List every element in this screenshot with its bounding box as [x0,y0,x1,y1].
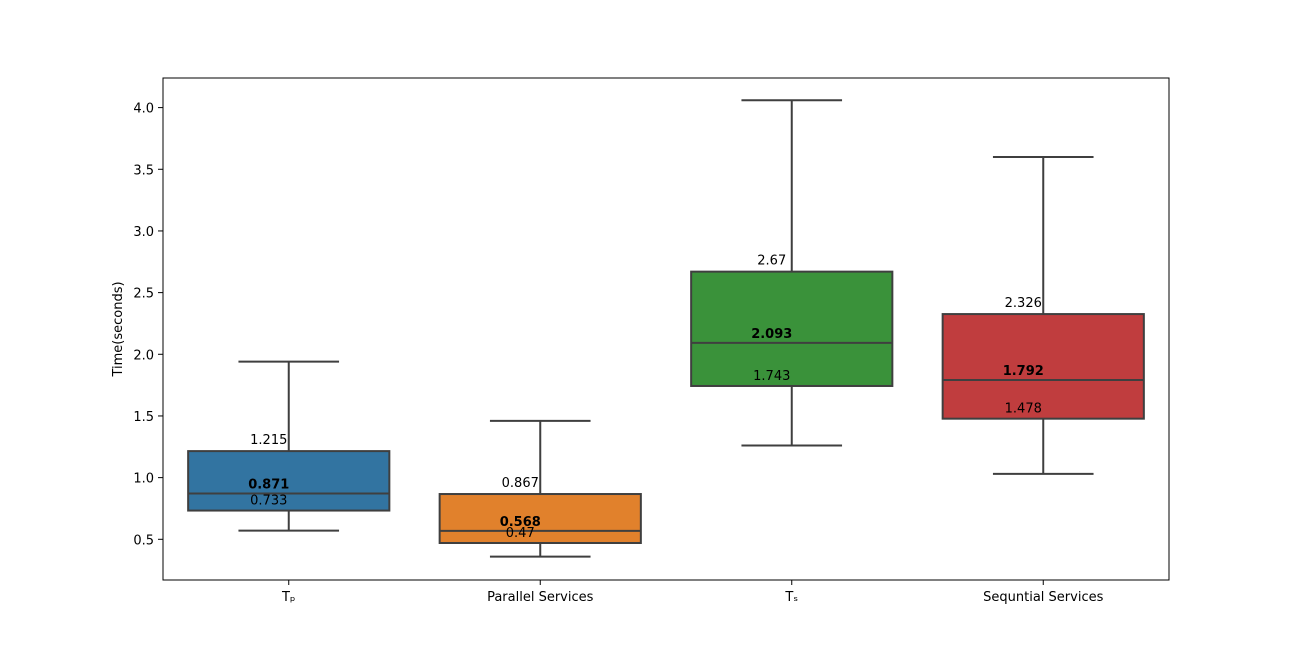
y-tick-label: 2.5 [133,287,154,302]
iqr-box [187,450,391,512]
q3-label: 1.215 [250,433,287,448]
y-tick-label: 4.0 [133,102,154,117]
q3-label: 2.67 [757,254,786,269]
x-tick-label: Parallel Services [487,590,594,605]
x-tick-label: Sequntial Services [983,590,1103,605]
q3-label: 0.867 [502,476,539,491]
x-tick-label: Tₚ [281,590,296,605]
median-label: 0.568 [500,515,541,530]
y-tick-label: 2.0 [133,348,154,363]
y-tick-label: 1.0 [133,472,154,487]
median-label: 2.093 [751,327,792,342]
x-axis: Tₚ Parallel Services Tₛ Sequntial Services [281,580,1104,605]
box-group: 2.67 2.093 1.743 [690,99,894,447]
y-tick-label: 0.5 [133,533,154,548]
median-label: 0.871 [248,478,289,493]
plot-frame [162,77,1170,581]
iqr-box [690,270,894,387]
y-tick-label: 1.5 [133,410,154,425]
q1-label: 1.743 [753,369,790,384]
y-axis: 0.5 1.0 1.5 2.0 2.5 3.0 3.5 4.0 [133,102,163,548]
q3-label: 2.326 [1005,296,1042,311]
q1-label: 0.733 [250,494,287,509]
iqr-box [438,493,642,544]
x-tick-label: Tₛ [784,590,798,605]
q1-label: 1.478 [1005,402,1042,417]
median-label: 1.792 [1003,364,1044,379]
y-tick-label: 3.5 [133,163,154,178]
box-group: 2.326 1.792 1.478 [941,155,1145,475]
y-axis-label: Time(seconds) [111,281,126,377]
iqr-box [941,313,1145,420]
q1-label: 0.47 [506,526,535,541]
y-tick-label: 3.0 [133,225,154,240]
